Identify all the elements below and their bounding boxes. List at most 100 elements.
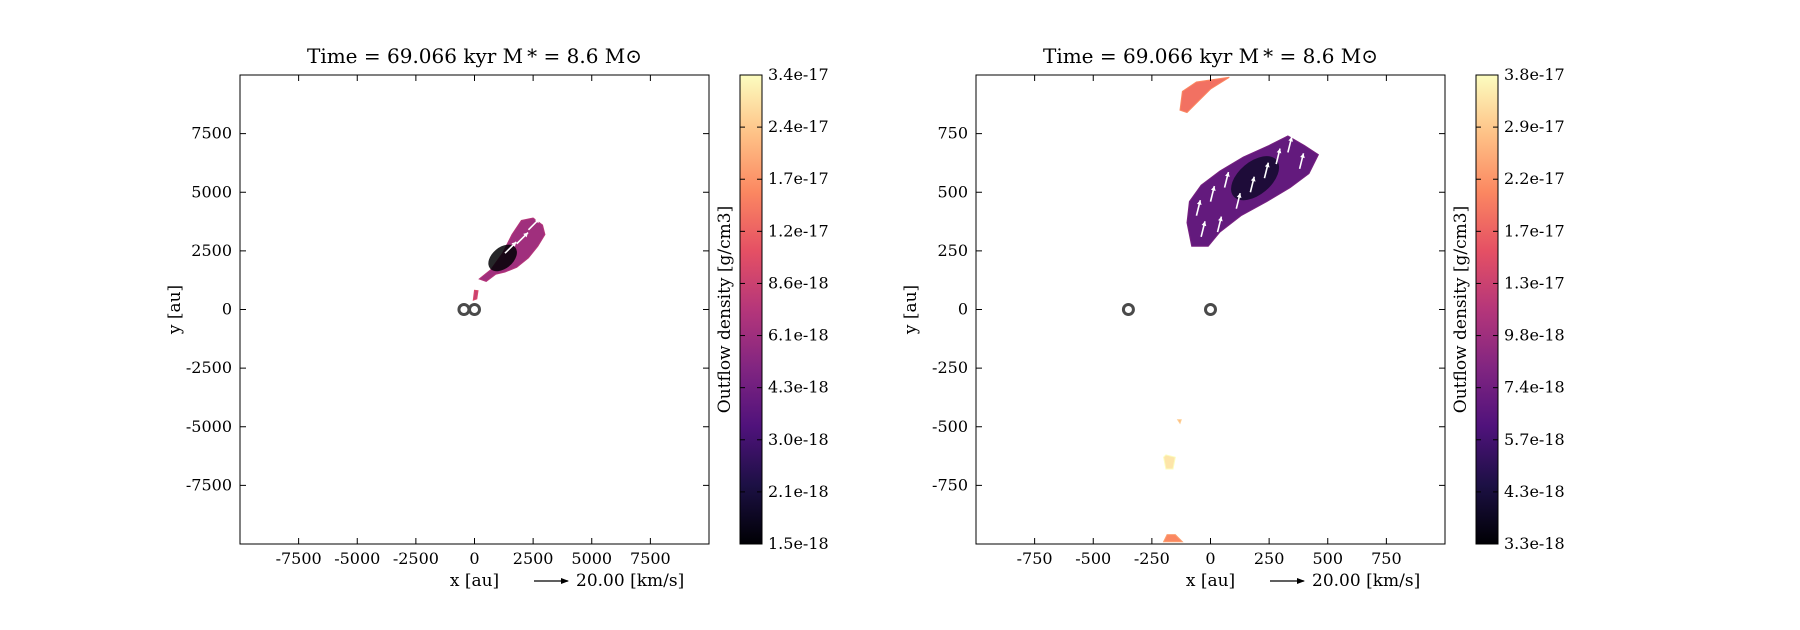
velocity-arrow-head	[1196, 200, 1202, 206]
velocity-arrow	[1216, 216, 1223, 233]
plot-area	[1121, 76, 1320, 543]
colorbar-label: Outflow density [g/cm3]	[715, 206, 735, 413]
x-axis-label: x [au]	[450, 571, 499, 591]
velocity-arrow	[1263, 162, 1270, 179]
velocity-arrow	[504, 241, 517, 254]
velocity-arrow	[1235, 192, 1242, 209]
colorbar-tick-label: 2.9e-17	[1504, 117, 1565, 136]
colorbar-tick-label: 2.4e-17	[768, 117, 829, 136]
x-tick-label: 5000	[571, 549, 612, 568]
y-tick-label: 2500	[191, 241, 232, 260]
colorbar-tick-label: 4.3e-18	[1504, 482, 1565, 501]
y-tick-label: 500	[937, 182, 968, 201]
velocity-arrow-head	[1236, 193, 1242, 198]
colorbar-tick-label: 5.7e-18	[1504, 430, 1565, 449]
colorbar-tick-label: 1.7e-17	[768, 169, 829, 188]
velocity-arrow-head	[1225, 172, 1230, 177]
colorbar-label: Outflow density [g/cm3]	[1451, 206, 1471, 413]
colorbar-tick-label: 9.8e-18	[1504, 326, 1565, 345]
velocity-arrow-head	[511, 241, 517, 247]
y-tick-label: -250	[932, 358, 968, 377]
colorbar-tick-label: 6.1e-18	[768, 326, 829, 345]
velocity-arrow	[1209, 185, 1216, 202]
colorbar-tick-label: 7.4e-18	[1504, 378, 1565, 397]
x-tick-label: 0	[469, 549, 479, 568]
velocity-arrow-head	[1218, 216, 1223, 222]
colorbar-tick-label: 1.3e-17	[1504, 273, 1565, 292]
y-tick-label: 750	[937, 124, 968, 143]
sink-particle	[1121, 303, 1135, 316]
velocity-arrow-head	[523, 232, 529, 238]
colorbar-tick-label: 8.6e-18	[768, 273, 829, 292]
velocity-arrow	[1249, 176, 1256, 193]
y-axis-label: y [au]	[165, 285, 185, 335]
velocity-arrow-head	[1210, 186, 1216, 191]
x-tick-label: -500	[1075, 549, 1111, 568]
y-tick-label: 0	[222, 300, 232, 319]
velocity-arrow	[1200, 221, 1207, 237]
velocity-arrow	[516, 231, 529, 245]
colorbar-tick-label: 1.2e-17	[768, 221, 829, 240]
velocity-arrow	[1287, 136, 1294, 153]
x-tick-label: 7500	[630, 549, 671, 568]
colorbar	[739, 74, 763, 545]
velocity-arrow	[527, 217, 541, 231]
plot-frame	[975, 74, 1446, 545]
colorbar-tick-label: 3.3e-18	[1504, 534, 1565, 553]
sink-particle	[457, 303, 471, 316]
y-tick-label: -2500	[186, 358, 232, 377]
quiver-key-label: 20.00 [km/s]	[1312, 571, 1420, 591]
density-region-upper-clump	[1179, 76, 1230, 114]
velocity-arrow-head	[1250, 176, 1256, 182]
x-tick-label: -250	[1134, 549, 1170, 568]
chart-title: Time = 69.066 kyr M * = 8.6 M⊙	[307, 44, 642, 68]
x-tick-label: 2500	[513, 549, 554, 568]
velocity-arrow-head	[1288, 136, 1294, 142]
density-region-lower-clump-1	[1163, 454, 1176, 470]
density-region-outflow-knot	[472, 289, 479, 301]
velocity-arrow-head	[1276, 148, 1282, 154]
y-tick-label: -750	[932, 475, 968, 494]
colorbar-tick-label: 3.8e-17	[1504, 65, 1565, 84]
colorbar-tick-label: 1.7e-17	[1504, 221, 1565, 240]
velocity-arrow-head	[1264, 162, 1270, 168]
density-core-outflow-lobe	[488, 244, 517, 272]
x-axis-label: x [au]	[1186, 571, 1235, 591]
sink-particle	[1204, 303, 1217, 316]
x-tick-label: -5000	[334, 549, 380, 568]
x-tick-label: 250	[1254, 549, 1285, 568]
colorbar-tick-label: 3.4e-17	[768, 65, 829, 84]
velocity-arrow-head	[1201, 221, 1207, 227]
colorbar	[1475, 74, 1499, 545]
x-tick-label: -2500	[393, 549, 439, 568]
sink-particle	[468, 303, 481, 316]
velocity-arrow	[1275, 148, 1282, 165]
plot-area	[457, 217, 546, 316]
velocity-arrow-head	[534, 218, 540, 224]
y-tick-label: -5000	[186, 417, 232, 436]
y-tick-label: -7500	[186, 475, 232, 494]
velocity-arrow	[1298, 153, 1305, 169]
x-tick-label: 0	[1205, 549, 1215, 568]
x-tick-label: 750	[1371, 549, 1402, 568]
colorbar-tick-label: 4.3e-18	[768, 378, 829, 397]
x-tick-label: -750	[1017, 549, 1053, 568]
quiver-key-label: 20.00 [km/s]	[576, 571, 684, 591]
velocity-arrow-head	[1300, 153, 1305, 159]
y-tick-label: 7500	[191, 124, 232, 143]
density-region-lower-speck	[1176, 419, 1182, 425]
y-tick-label: 0	[958, 300, 968, 319]
y-tick-label: 5000	[191, 182, 232, 201]
x-tick-label: -7500	[276, 549, 322, 568]
density-region-lower-clump-2	[1162, 534, 1184, 543]
velocity-arrow	[1195, 199, 1202, 216]
colorbar-tick-label: 2.2e-17	[1504, 169, 1565, 188]
colorbar-tick-label: 2.1e-18	[768, 482, 829, 501]
velocity-arrow	[1223, 171, 1230, 188]
x-tick-label: 500	[1312, 549, 1343, 568]
y-axis-label: y [au]	[901, 285, 921, 335]
plot-frame	[239, 74, 710, 545]
colorbar-tick-label: 1.5e-18	[768, 534, 829, 553]
colorbar-tick-label: 3.0e-18	[768, 430, 829, 449]
